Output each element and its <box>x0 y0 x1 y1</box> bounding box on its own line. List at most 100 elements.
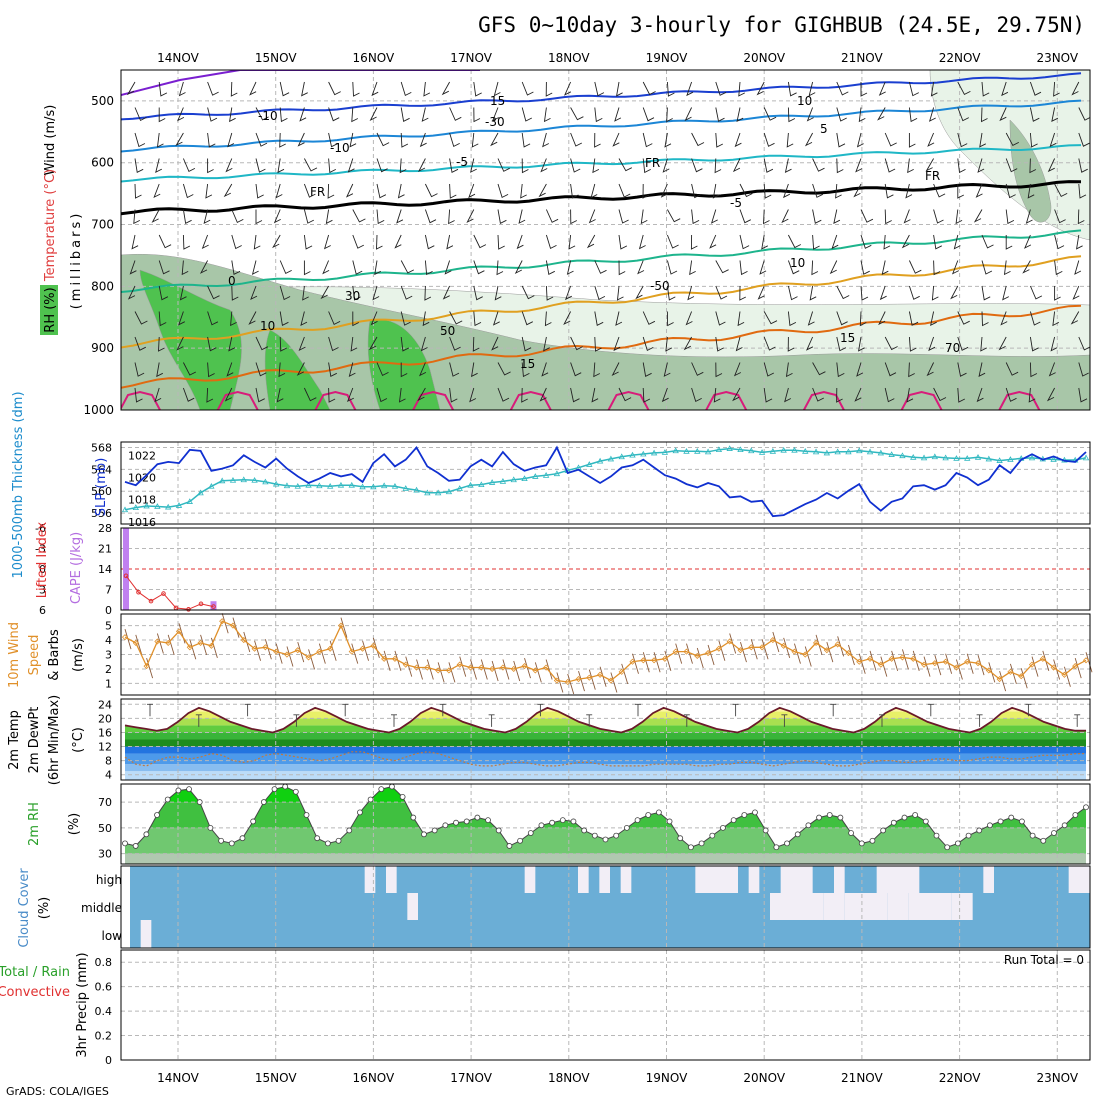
wind-barb <box>906 387 914 403</box>
wind-barb <box>642 107 655 122</box>
wind-barb <box>666 311 674 327</box>
wind-speed-point <box>661 655 668 662</box>
wind-barb <box>279 260 292 275</box>
wind-barb <box>249 81 257 96</box>
wind-barb-10m <box>480 659 488 680</box>
date-label-top: 22NOV <box>939 51 981 65</box>
wind-barb <box>927 132 935 147</box>
wind-barb <box>376 362 389 377</box>
footer-credit: GrADS: COLA/IGES <box>6 1085 109 1098</box>
thickness-point <box>640 450 647 457</box>
wind-barb <box>1022 260 1031 274</box>
wind-barb <box>666 285 676 301</box>
wind-barb <box>666 260 678 275</box>
dewpoint-line <box>124 751 1086 767</box>
rh-point <box>709 832 716 839</box>
thickness-point <box>899 452 906 459</box>
wind-barb <box>175 132 184 147</box>
wind-barb <box>811 260 819 276</box>
wind-barb <box>1005 387 1017 402</box>
wind-barb <box>521 285 535 300</box>
rh-point <box>752 809 758 816</box>
wind-barb <box>134 158 144 173</box>
rh-point <box>826 812 833 818</box>
wind-barb <box>420 336 428 352</box>
wind-barb <box>736 107 744 123</box>
wind-barb <box>376 183 387 199</box>
wind-speed-point <box>1050 664 1057 671</box>
thickness-point <box>780 446 787 453</box>
wind-barb <box>521 362 530 378</box>
wind-barb-10m <box>955 659 963 680</box>
wind-barb <box>301 81 308 97</box>
wind10-unit: (m/s) <box>71 638 86 672</box>
wind-barb <box>226 362 234 377</box>
contour-label: -10 <box>330 141 350 155</box>
wind-barb <box>856 132 864 148</box>
wind-barb <box>352 209 366 223</box>
wind-barb <box>1071 81 1080 96</box>
wind10-label-2: Speed <box>27 635 42 676</box>
wind-barb <box>618 387 632 402</box>
wind-speed-point <box>845 649 852 657</box>
rh-point <box>613 832 620 839</box>
wind-barb <box>304 158 318 172</box>
wind-barb <box>884 362 897 377</box>
thickness-point <box>132 504 139 510</box>
wind-barb-10m <box>740 642 747 663</box>
wind-barb <box>248 311 257 325</box>
wind-barb <box>134 132 146 148</box>
contour-label: -50 <box>650 279 670 293</box>
contour-label: FR <box>310 185 325 199</box>
wind-barb <box>131 234 139 250</box>
li-tick: 3 <box>39 584 46 597</box>
wind-speed-point <box>553 677 560 684</box>
wind-barb <box>471 362 478 378</box>
wind-barb <box>496 260 504 276</box>
wind-speed-point <box>229 622 237 629</box>
wind-barb <box>763 183 772 199</box>
wind-barb <box>836 362 845 378</box>
rh-tick: 50 <box>98 822 112 835</box>
wind-barb <box>933 183 946 198</box>
wind-barb <box>155 158 163 173</box>
wind-barb <box>978 362 986 378</box>
wind-barb <box>618 260 626 276</box>
wind-barb <box>1029 81 1042 96</box>
rh-point <box>228 840 235 847</box>
thickness-point <box>596 457 604 464</box>
rh-point <box>271 786 278 793</box>
temp-band <box>125 732 1086 740</box>
wind-barb <box>594 311 604 326</box>
wind-barb <box>473 81 482 97</box>
wind-barb <box>158 260 170 275</box>
wind-barb <box>276 387 284 403</box>
temp2m-unit: (°C) <box>71 727 86 753</box>
rh2m-unit: (%) <box>67 813 82 836</box>
thickness-point <box>737 446 744 453</box>
wind-barb <box>179 285 187 301</box>
wind-barb-10m <box>588 669 596 690</box>
wind-barb <box>158 81 168 97</box>
wind-speed-point <box>251 645 258 652</box>
wind-speed-point <box>618 668 625 675</box>
rh-point <box>901 814 908 821</box>
wind-barb <box>1046 387 1055 402</box>
rh-point <box>175 787 182 794</box>
rh2m-label: 2m RH <box>27 802 42 846</box>
wind-barb <box>538 183 547 198</box>
wind-barb <box>1077 209 1085 225</box>
wind-speed-point <box>996 676 1003 683</box>
minmax-marker <box>879 714 885 727</box>
wind-speed-point <box>435 667 442 674</box>
rh-point <box>794 831 801 838</box>
wind-speed-point <box>899 654 906 661</box>
rh-point <box>282 783 289 790</box>
wind-barb <box>957 387 966 403</box>
wind-barb <box>715 285 728 300</box>
wind-barb <box>303 209 315 224</box>
date-label-bottom: 19NOV <box>646 1071 688 1085</box>
wind-barb <box>466 209 475 224</box>
wind-barb <box>345 183 354 198</box>
wind-barb <box>981 234 994 249</box>
